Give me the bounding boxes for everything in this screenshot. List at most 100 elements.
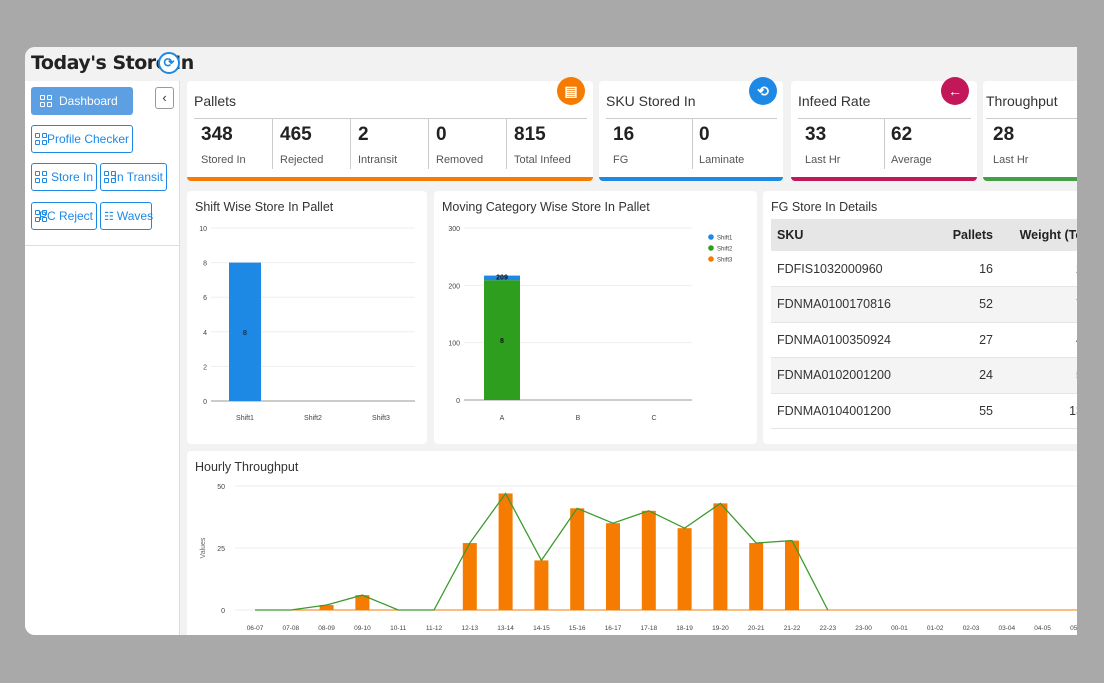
y-tick-label: 8 xyxy=(203,261,207,268)
kpi-metric: 16 FG xyxy=(606,119,692,169)
x-tick-label: 19-20 xyxy=(712,625,729,632)
kpi-metric: 28 Last Hr xyxy=(986,119,1072,169)
page-title: Today's Store In xyxy=(31,52,194,74)
bar xyxy=(498,493,513,610)
sidebar-item-label: Dashboard xyxy=(59,94,118,108)
grid-icon xyxy=(35,132,47,146)
sku-cell: FDNMA0104001200 xyxy=(771,393,921,429)
x-tick-label: 17-18 xyxy=(640,625,657,632)
kpi-value: 348 xyxy=(201,124,233,145)
list-icon: ☷ xyxy=(104,210,114,223)
legend-label: Shift3 xyxy=(717,258,733,264)
x-tick-label: 09-10 xyxy=(354,625,371,632)
top-bar: Today's Store In ⟳ xyxy=(25,47,1077,81)
weight-cell: 4 xyxy=(1001,322,1077,358)
divider xyxy=(606,118,777,119)
y-axis-label: Values xyxy=(200,537,207,558)
bar xyxy=(462,543,477,610)
weight-cell: 5 xyxy=(1001,357,1077,394)
table-row[interactable]: FDNMA0102001200 24 5 xyxy=(771,357,1077,394)
x-tick-label: C xyxy=(651,415,656,422)
sidebar-item-pc-reject[interactable]: PC Reject xyxy=(31,202,97,230)
kpi-title: SKU Stored In xyxy=(606,93,696,109)
kpi-value: 16 xyxy=(613,124,635,145)
divider xyxy=(194,118,587,119)
bar xyxy=(534,560,549,610)
kpi-value: 28 xyxy=(993,124,1015,145)
arrow-left-icon: ← xyxy=(941,77,969,105)
kpi-metric: 0 Laminate xyxy=(692,119,776,169)
bar-segment xyxy=(484,275,520,281)
sidebar-divider xyxy=(25,245,180,246)
sidebar-item-label: In Transit xyxy=(113,170,163,184)
kpi-label: Rejected xyxy=(280,154,324,166)
data-label: 8 xyxy=(243,330,247,337)
grid-icon xyxy=(35,209,47,223)
kpi-label: Average xyxy=(891,154,932,166)
line-series xyxy=(255,492,829,611)
kpi-value: 815 xyxy=(514,124,546,145)
sidebar-item-store-in[interactable]: Store In xyxy=(31,163,97,191)
pallets-card: Pallets ▤ 348 Stored In 465 Rejected 2 I… xyxy=(187,77,593,181)
kpi-label: Stored In xyxy=(201,154,246,166)
fg-store-in-panel: FG Store In Details SKU Pallets Weight (… xyxy=(763,191,1077,444)
kpi-metric: 348 Stored In xyxy=(194,119,272,169)
legend-label: Shift2 xyxy=(717,247,733,253)
x-tick-label: 08-09 xyxy=(318,625,335,632)
y-tick-label: 0 xyxy=(456,398,460,405)
weight-cell: 7 xyxy=(1001,286,1077,323)
sku-cell: FDNMA0102001200 xyxy=(771,357,921,394)
chevron-left-icon: ‹ xyxy=(162,90,167,105)
kpi-label: Laminate xyxy=(699,154,745,166)
kpi-title: Throughput xyxy=(986,93,1058,109)
kpi-metric: 33 Last Hr xyxy=(798,119,884,169)
bar xyxy=(713,503,728,610)
sidebar-item-label: Store In xyxy=(50,170,93,184)
table-row[interactable]: FDNMA0100350924 27 4 xyxy=(771,322,1077,358)
column-header[interactable]: SKU xyxy=(771,219,921,251)
sidebar-item-label: Profile Checker xyxy=(46,132,129,146)
sidebar-item-waves[interactable]: ☷ Waves xyxy=(100,202,153,230)
sidebar-item-dashboard[interactable]: Dashboard xyxy=(31,87,133,115)
kpi-label: Last Hr xyxy=(805,154,841,166)
table-row[interactable]: FDNMA0100170816 52 7 xyxy=(771,286,1077,323)
kpi-metric: 815 Total Infeed xyxy=(506,119,587,169)
x-tick-label: 05-06 xyxy=(1070,625,1077,632)
x-tick-label: 23-00 xyxy=(855,625,872,632)
x-tick-label: 11-12 xyxy=(426,625,443,632)
column-header[interactable]: Weight (To xyxy=(1001,219,1077,251)
grid-icon xyxy=(40,94,53,108)
y-tick-label: 200 xyxy=(448,283,460,290)
bar xyxy=(749,543,764,610)
bar xyxy=(355,595,370,610)
sidebar-item-in-transit[interactable]: In Transit xyxy=(100,163,167,191)
bar xyxy=(319,605,334,610)
x-tick-label: Shift3 xyxy=(372,415,390,422)
x-tick-label: 18-19 xyxy=(676,625,693,632)
kpi-value: 0 xyxy=(436,124,447,145)
sidebar-item-profile-checker[interactable]: Profile Checker xyxy=(31,125,133,153)
kpi-title: Pallets xyxy=(194,93,237,109)
legend-marker xyxy=(708,245,714,251)
refresh-button[interactable]: ⟳ xyxy=(158,52,180,74)
x-tick-label: 22-23 xyxy=(819,625,836,632)
chart-title: Moving Category Wise Store In Pallet xyxy=(442,200,650,214)
collapse-sidebar-button[interactable]: ‹ xyxy=(155,87,174,109)
sku-cell: FDNMA0100170816 xyxy=(771,286,921,323)
x-tick-label: 06-07 xyxy=(247,625,264,632)
kpi-metric: 62 Average xyxy=(884,119,970,169)
column-header[interactable]: Pallets xyxy=(921,219,1001,251)
bar xyxy=(677,528,692,610)
refresh-icon: ⟳ xyxy=(163,55,175,70)
x-tick-label: Shift1 xyxy=(236,415,254,422)
kpi-metric: 2 Intransit xyxy=(350,119,428,169)
kpi-metric: 465 Rejected xyxy=(272,119,350,169)
y-tick-label: 2 xyxy=(203,364,207,371)
hourly-throughput-panel: Hourly Throughput 0 25 50 Values 06-07 07-08 0… xyxy=(187,451,1077,635)
shift-chart: 0 2 4 6 8 10 8 Shift1 Shift2 Shift3 xyxy=(199,226,415,422)
x-tick-label: A xyxy=(500,415,505,422)
legend-marker xyxy=(708,234,714,240)
table-row[interactable]: FDFIS1032000960 16 2 xyxy=(771,251,1077,287)
divider xyxy=(798,118,971,119)
table-row[interactable]: FDNMA0104001200 55 13 xyxy=(771,393,1077,429)
